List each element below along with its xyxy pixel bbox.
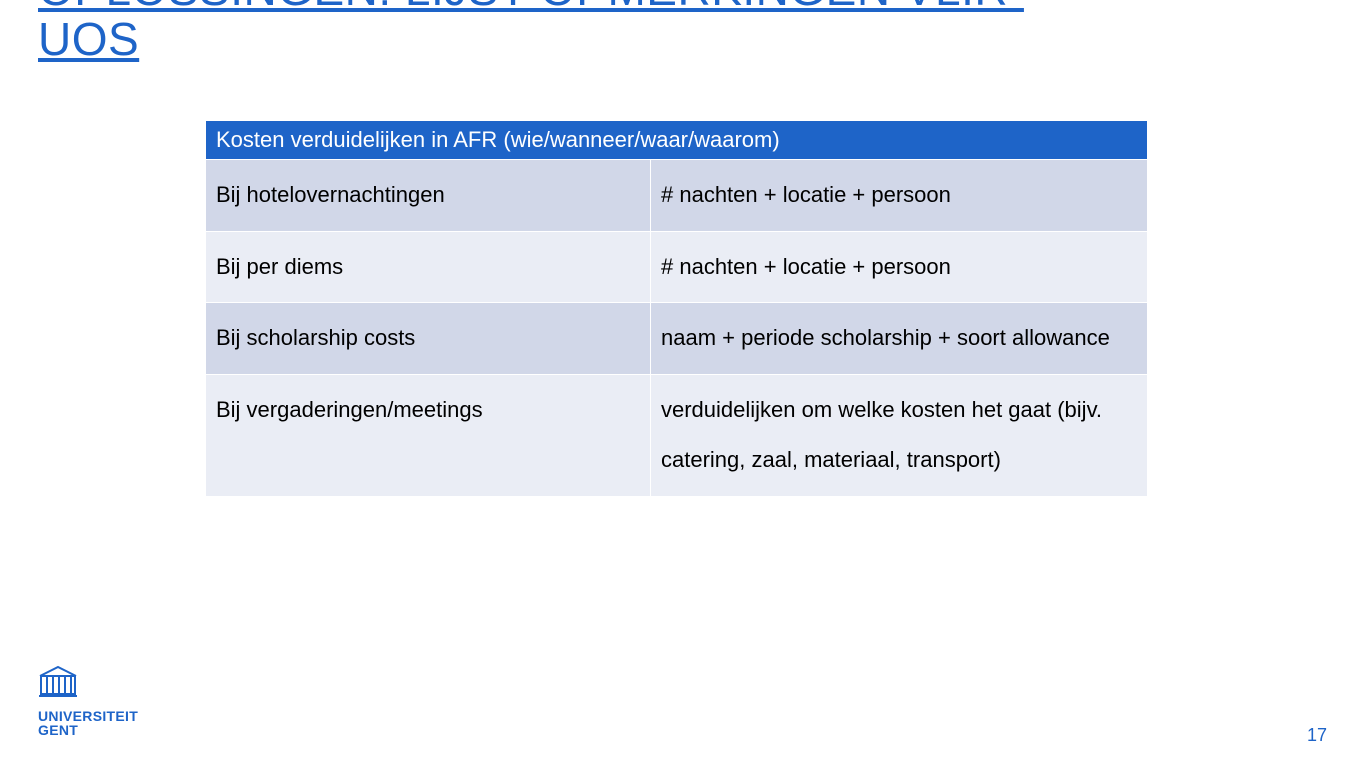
table-row: Bij scholarship costs naam + periode sch… xyxy=(206,303,1148,375)
slide: OPLOSSINGEN: LIJST OPMERKINGEN VLIR- UOS… xyxy=(0,0,1365,768)
logo-text-line2: GENT xyxy=(38,722,78,738)
costs-table-container: Kosten verduidelijken in AFR (wie/wannee… xyxy=(205,120,1147,497)
building-icon xyxy=(38,664,78,703)
table-header: Kosten verduidelijken in AFR (wie/wannee… xyxy=(206,121,1148,160)
logo-text-line1: UNIVERSITEIT xyxy=(38,708,138,724)
cell-right: verduidelijken om welke kosten het gaat … xyxy=(651,374,1148,496)
cell-left: Bij per diems xyxy=(206,231,651,303)
university-logo: UNIVERSITEIT GENT xyxy=(38,664,138,738)
costs-table: Kosten verduidelijken in AFR (wie/wannee… xyxy=(205,120,1148,497)
table-row: Bij vergaderingen/meetings verduidelijke… xyxy=(206,374,1148,496)
cell-right: naam + periode scholarship + soort allow… xyxy=(651,303,1148,375)
cell-right: # nachten + locatie + persoon xyxy=(651,231,1148,303)
logo-text: UNIVERSITEIT GENT xyxy=(38,709,138,738)
slide-title: OPLOSSINGEN: LIJST OPMERKINGEN VLIR- UOS xyxy=(38,0,1345,66)
cell-left: Bij scholarship costs xyxy=(206,303,651,375)
cell-left: Bij hotelovernachtingen xyxy=(206,160,651,232)
page-number: 17 xyxy=(1307,725,1327,746)
cell-left: Bij vergaderingen/meetings xyxy=(206,374,651,496)
title-line-2: UOS xyxy=(38,12,1345,66)
table-header-row: Kosten verduidelijken in AFR (wie/wannee… xyxy=(206,121,1148,160)
table-row: Bij hotelovernachtingen # nachten + loca… xyxy=(206,160,1148,232)
table-row: Bij per diems # nachten + locatie + pers… xyxy=(206,231,1148,303)
cell-right: # nachten + locatie + persoon xyxy=(651,160,1148,232)
